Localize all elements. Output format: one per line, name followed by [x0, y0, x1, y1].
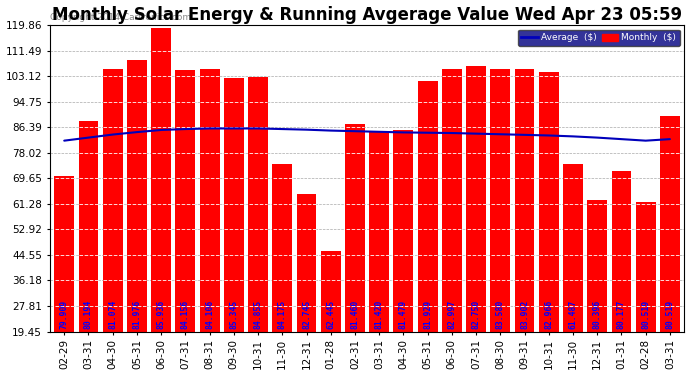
- Bar: [127, 60, 147, 375]
- Text: 82.745: 82.745: [302, 299, 311, 328]
- Bar: [393, 130, 413, 375]
- Text: 81.420: 81.420: [375, 299, 384, 328]
- Bar: [224, 78, 244, 375]
- Text: 79.909: 79.909: [60, 299, 69, 328]
- Text: 81.460: 81.460: [351, 299, 359, 328]
- Bar: [635, 202, 656, 375]
- Text: 84.855: 84.855: [253, 299, 263, 328]
- Text: 82.997: 82.997: [447, 299, 456, 328]
- Bar: [345, 124, 365, 375]
- Text: 84.106: 84.106: [205, 299, 214, 328]
- Bar: [55, 176, 74, 375]
- Bar: [103, 69, 123, 375]
- Text: Copyright 2014 Cartronics.com: Copyright 2014 Cartronics.com: [50, 13, 191, 22]
- Text: 80.177: 80.177: [617, 299, 626, 328]
- Bar: [563, 164, 583, 375]
- Bar: [442, 69, 462, 375]
- Bar: [248, 76, 268, 375]
- Text: 81.976: 81.976: [132, 299, 141, 328]
- Text: 80.519: 80.519: [641, 299, 650, 328]
- Text: 82.750: 82.750: [471, 299, 481, 328]
- Text: 83.902: 83.902: [520, 299, 529, 328]
- Legend: Average  ($), Monthly  ($): Average ($), Monthly ($): [518, 30, 680, 46]
- Bar: [369, 132, 389, 375]
- Bar: [466, 66, 486, 375]
- Text: 80.396: 80.396: [593, 299, 602, 328]
- Bar: [491, 69, 510, 375]
- Text: 81.074: 81.074: [108, 299, 117, 328]
- Text: 84.156: 84.156: [181, 299, 190, 328]
- Text: 80.519: 80.519: [665, 299, 674, 328]
- Text: 83.580: 83.580: [496, 299, 505, 328]
- Bar: [539, 72, 559, 375]
- Text: 85.345: 85.345: [229, 299, 238, 328]
- Bar: [587, 200, 607, 375]
- Bar: [611, 171, 631, 375]
- Text: 81.929: 81.929: [423, 299, 432, 328]
- Text: 80.194: 80.194: [84, 299, 93, 328]
- Text: 85.936: 85.936: [157, 299, 166, 328]
- Bar: [660, 116, 680, 375]
- Bar: [199, 69, 219, 375]
- Text: 84.175: 84.175: [278, 299, 287, 328]
- Bar: [151, 28, 171, 375]
- Text: 62.445: 62.445: [326, 299, 335, 328]
- Title: Monthly Solar Energy & Running Avgerage Value Wed Apr 23 05:59: Monthly Solar Energy & Running Avgerage …: [52, 6, 682, 24]
- Bar: [273, 164, 292, 375]
- Bar: [297, 194, 317, 375]
- Text: 81.479: 81.479: [399, 299, 408, 328]
- Text: 61.487: 61.487: [569, 299, 578, 328]
- Bar: [321, 251, 341, 375]
- Text: 82.966: 82.966: [544, 299, 553, 328]
- Bar: [515, 69, 535, 375]
- Bar: [417, 81, 437, 375]
- Bar: [175, 70, 195, 375]
- Bar: [79, 121, 99, 375]
